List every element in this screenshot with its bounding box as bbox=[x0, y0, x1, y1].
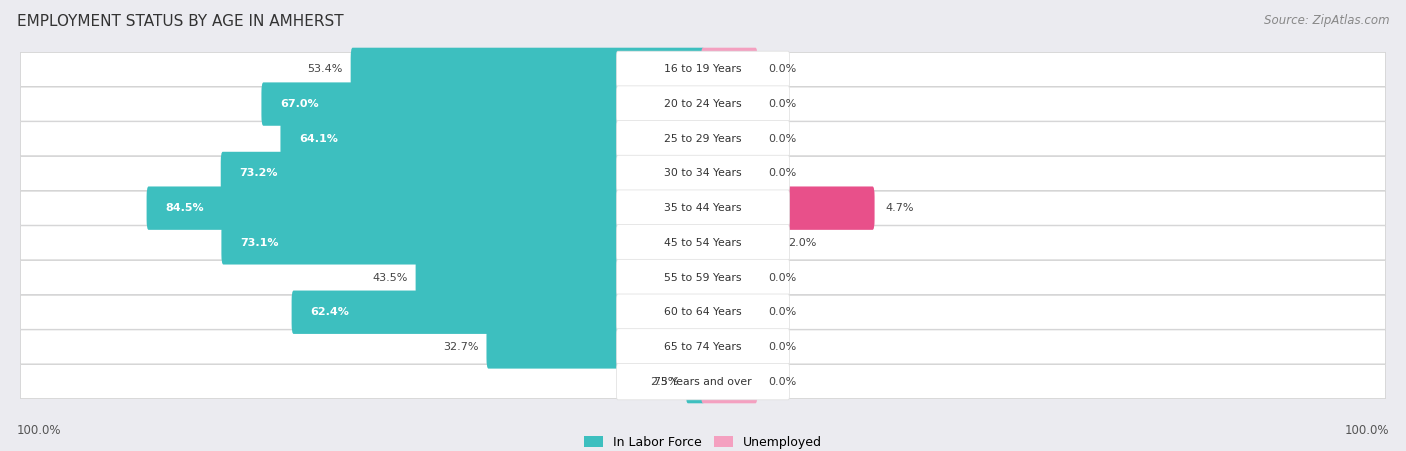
FancyBboxPatch shape bbox=[702, 186, 875, 230]
Text: 0.0%: 0.0% bbox=[769, 272, 797, 282]
Text: 64.1%: 64.1% bbox=[299, 134, 337, 144]
Text: 32.7%: 32.7% bbox=[443, 342, 478, 352]
FancyBboxPatch shape bbox=[702, 152, 758, 195]
Text: 0.0%: 0.0% bbox=[769, 307, 797, 317]
FancyBboxPatch shape bbox=[21, 122, 1385, 156]
FancyBboxPatch shape bbox=[616, 225, 790, 261]
FancyBboxPatch shape bbox=[702, 360, 758, 403]
Text: 65 to 74 Years: 65 to 74 Years bbox=[664, 342, 742, 352]
Text: 75 Years and over: 75 Years and over bbox=[654, 377, 752, 387]
FancyBboxPatch shape bbox=[21, 261, 1385, 295]
FancyBboxPatch shape bbox=[616, 329, 790, 365]
FancyBboxPatch shape bbox=[21, 87, 1385, 121]
Text: 55 to 59 Years: 55 to 59 Years bbox=[664, 272, 742, 282]
Text: 0.0%: 0.0% bbox=[769, 134, 797, 144]
FancyBboxPatch shape bbox=[702, 221, 778, 265]
FancyBboxPatch shape bbox=[616, 120, 790, 157]
Text: 0.0%: 0.0% bbox=[769, 169, 797, 179]
FancyBboxPatch shape bbox=[21, 52, 1385, 87]
Text: 73.1%: 73.1% bbox=[240, 238, 278, 248]
FancyBboxPatch shape bbox=[280, 117, 704, 161]
FancyBboxPatch shape bbox=[702, 290, 758, 334]
Text: 30 to 34 Years: 30 to 34 Years bbox=[664, 169, 742, 179]
Text: 0.0%: 0.0% bbox=[769, 64, 797, 74]
FancyBboxPatch shape bbox=[616, 155, 790, 192]
FancyBboxPatch shape bbox=[616, 86, 790, 122]
FancyBboxPatch shape bbox=[21, 226, 1385, 260]
FancyBboxPatch shape bbox=[702, 48, 758, 91]
Text: 62.4%: 62.4% bbox=[309, 307, 349, 317]
Text: 35 to 44 Years: 35 to 44 Years bbox=[664, 203, 742, 213]
FancyBboxPatch shape bbox=[21, 191, 1385, 225]
FancyBboxPatch shape bbox=[702, 117, 758, 161]
Text: 84.5%: 84.5% bbox=[165, 203, 204, 213]
Text: 0.0%: 0.0% bbox=[769, 99, 797, 109]
FancyBboxPatch shape bbox=[702, 325, 758, 368]
FancyBboxPatch shape bbox=[616, 190, 790, 226]
FancyBboxPatch shape bbox=[221, 221, 704, 265]
Text: Source: ZipAtlas.com: Source: ZipAtlas.com bbox=[1264, 14, 1389, 27]
FancyBboxPatch shape bbox=[221, 152, 704, 195]
Text: 25 to 29 Years: 25 to 29 Years bbox=[664, 134, 742, 144]
Text: 16 to 19 Years: 16 to 19 Years bbox=[664, 64, 742, 74]
Text: 73.2%: 73.2% bbox=[239, 169, 277, 179]
Text: 20 to 24 Years: 20 to 24 Years bbox=[664, 99, 742, 109]
Text: 0.0%: 0.0% bbox=[769, 377, 797, 387]
FancyBboxPatch shape bbox=[21, 156, 1385, 190]
FancyBboxPatch shape bbox=[262, 83, 704, 126]
FancyBboxPatch shape bbox=[416, 256, 704, 299]
FancyBboxPatch shape bbox=[350, 48, 704, 91]
Text: 100.0%: 100.0% bbox=[17, 424, 62, 437]
FancyBboxPatch shape bbox=[616, 51, 790, 87]
Legend: In Labor Force, Unemployed: In Labor Force, Unemployed bbox=[579, 431, 827, 451]
FancyBboxPatch shape bbox=[291, 290, 704, 334]
Text: 2.3%: 2.3% bbox=[650, 377, 678, 387]
FancyBboxPatch shape bbox=[616, 259, 790, 296]
Text: EMPLOYMENT STATUS BY AGE IN AMHERST: EMPLOYMENT STATUS BY AGE IN AMHERST bbox=[17, 14, 343, 28]
FancyBboxPatch shape bbox=[616, 294, 790, 331]
FancyBboxPatch shape bbox=[146, 186, 704, 230]
Text: 53.4%: 53.4% bbox=[308, 64, 343, 74]
FancyBboxPatch shape bbox=[702, 83, 758, 126]
Text: 0.0%: 0.0% bbox=[769, 342, 797, 352]
FancyBboxPatch shape bbox=[486, 325, 704, 368]
FancyBboxPatch shape bbox=[702, 256, 758, 299]
FancyBboxPatch shape bbox=[21, 295, 1385, 329]
FancyBboxPatch shape bbox=[686, 360, 704, 403]
Text: 43.5%: 43.5% bbox=[373, 272, 408, 282]
FancyBboxPatch shape bbox=[616, 364, 790, 400]
Text: 67.0%: 67.0% bbox=[280, 99, 318, 109]
Text: 100.0%: 100.0% bbox=[1344, 424, 1389, 437]
FancyBboxPatch shape bbox=[21, 330, 1385, 364]
Text: 60 to 64 Years: 60 to 64 Years bbox=[664, 307, 742, 317]
Text: 2.0%: 2.0% bbox=[789, 238, 817, 248]
Text: 45 to 54 Years: 45 to 54 Years bbox=[664, 238, 742, 248]
Text: 4.7%: 4.7% bbox=[886, 203, 914, 213]
FancyBboxPatch shape bbox=[21, 364, 1385, 399]
